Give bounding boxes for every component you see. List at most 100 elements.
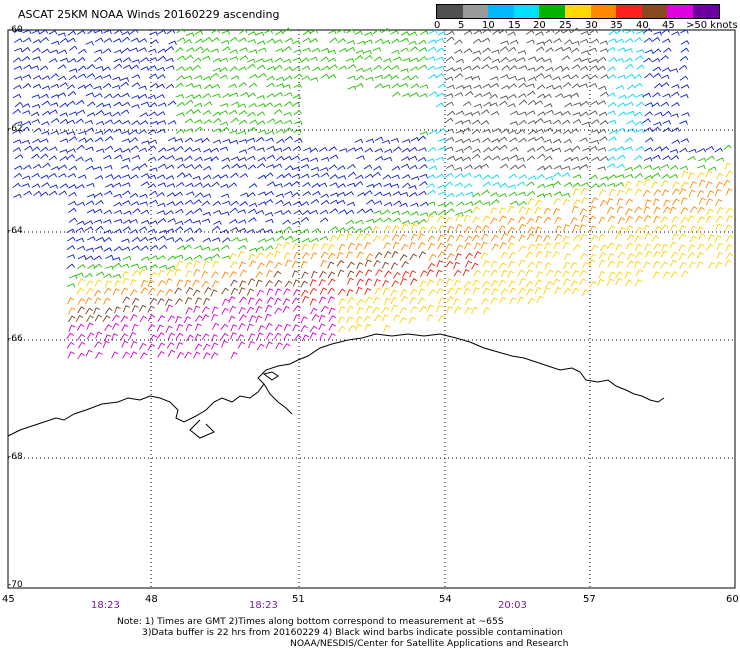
wind-barb [275,199,284,205]
wind-barb [94,175,104,180]
wind-barb [192,109,201,115]
wind-barb [624,173,634,179]
wind-barb [176,75,185,81]
wind-barb [680,216,689,224]
wind-barb [698,197,706,205]
wind-barb [310,270,318,279]
wind-barb [103,236,112,243]
wind-barb [507,226,516,234]
wind-barb [543,74,552,79]
wind-barb [643,214,652,222]
wind-barb [535,128,544,134]
wind-barb [194,138,204,143]
wind-barb [464,306,472,314]
wind-barb [284,165,294,171]
wind-barb [471,138,481,143]
wind-barb [121,36,131,43]
wind-barb [435,156,445,162]
wind-barb [454,253,462,261]
wind-barb [230,101,240,107]
wind-barb [543,38,553,44]
pass-time: 18:23 [249,600,278,611]
wind-barb [201,55,211,61]
wind-barb [472,206,481,214]
wind-barb [400,37,409,43]
wind-barb [30,111,40,117]
wind-barb [681,270,689,278]
wind-barb [291,192,300,198]
wind-barb [149,334,157,342]
wind-barb [184,227,193,233]
wind-barb [607,260,616,268]
wind-barb [309,209,319,215]
wind-barb [194,323,202,331]
wind-barb [552,138,562,144]
wind-barb [383,73,393,79]
wind-barb [149,73,158,79]
wind-barb [248,102,257,108]
wind-barb [139,352,148,360]
wind-barb [266,296,275,304]
wind-barb [165,325,173,333]
wind-barb [626,110,635,116]
wind-barb [445,56,455,62]
wind-barb [490,82,500,88]
wind-barb [399,253,408,261]
wind-barb [174,287,182,295]
wind-barb [509,164,519,170]
wind-barb [67,236,76,242]
wind-barb [103,297,111,305]
wind-barb [491,181,501,187]
wind-barb [598,85,607,91]
wind-barb [543,287,551,295]
wind-barb [554,29,564,35]
wind-barbs [12,27,734,360]
wind-barb [138,129,147,135]
wind-barb [400,47,409,52]
ice-shelf-outline [189,383,293,439]
wind-barb [113,209,123,215]
wind-barb [393,200,402,206]
wind-barb [228,296,236,304]
wind-barb [95,120,105,126]
wind-barb [635,128,645,134]
wind-barb [67,173,77,178]
wind-barb [483,56,492,62]
wind-barb [482,269,490,277]
wind-barb [276,138,285,144]
wind-barb [138,47,147,52]
wind-barb [185,32,195,37]
wind-barb [662,38,671,43]
wind-barb [138,226,148,232]
wind-barb [104,165,113,170]
wind-barb [257,102,266,108]
wind-barb [255,305,263,314]
wind-barb [255,315,263,323]
wind-barb [113,63,123,70]
wind-barb [483,155,492,161]
wind-barb [580,30,590,36]
wind-barb [249,49,258,54]
wind-barb [176,341,184,350]
wind-barb [85,146,94,151]
wind-barb [499,241,507,249]
wind-barb [246,288,255,296]
wind-barb [284,91,293,97]
wind-barb [508,235,516,243]
wind-barb [427,65,436,71]
wind-barb [68,207,77,214]
wind-barb [255,209,265,215]
wind-barb [671,215,680,223]
wind-barb [41,100,51,106]
wind-barb [194,245,203,250]
wind-barb [68,274,78,280]
wind-barb [274,57,283,63]
wind-barb [409,270,417,278]
wind-barb [418,288,425,296]
wind-barb [228,182,238,188]
wind-barb [292,40,301,45]
wind-barb [563,46,572,52]
wind-barb [193,254,203,260]
wind-barb [157,182,167,187]
wind-barb [526,155,536,161]
